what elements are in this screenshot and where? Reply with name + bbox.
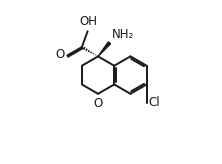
Text: O: O (93, 97, 103, 110)
Text: Cl: Cl (148, 96, 160, 109)
Text: OH: OH (79, 15, 97, 28)
Text: O: O (56, 48, 65, 61)
Text: NH₂: NH₂ (111, 28, 134, 41)
Polygon shape (98, 42, 111, 56)
